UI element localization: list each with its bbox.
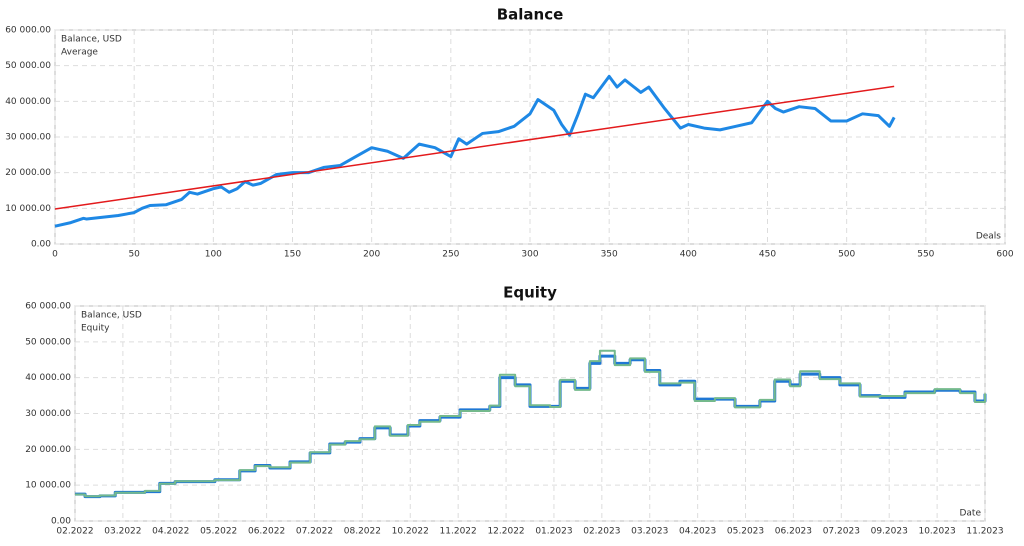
- x-tick-label: 05.2023: [727, 527, 764, 537]
- x-tick-label: 12.2022: [487, 527, 524, 537]
- y-tick-label: 40 000.00: [25, 373, 71, 383]
- x-tick-label: 50: [128, 250, 140, 260]
- x-tick-label: 400: [680, 250, 697, 260]
- legend-entry: Average: [61, 48, 98, 58]
- x-tick-label: 600: [996, 250, 1013, 260]
- x-tick-label: 06.2022: [248, 527, 285, 537]
- x-tick-label: 05.2022: [200, 527, 237, 537]
- series-line: [54, 74, 896, 228]
- x-tick-label: 10.2023: [918, 527, 955, 537]
- legend-entry: Balance, USD: [61, 35, 122, 45]
- x-tick-label: 11.2022: [440, 527, 477, 537]
- x-axis-label: Deals: [976, 232, 1001, 242]
- y-tick-label: 30 000.00: [25, 409, 71, 419]
- x-tick-label: 250: [442, 250, 459, 260]
- y-tick-label: 60 000.00: [5, 26, 51, 36]
- x-tick-label: 100: [205, 250, 222, 260]
- y-tick-label: 10 000.00: [5, 204, 51, 214]
- series-line: [75, 349, 986, 498]
- x-tick-label: 02.2023: [583, 527, 620, 537]
- x-tick-label: 06.2023: [775, 527, 812, 537]
- legend-entry: Equity: [81, 324, 110, 334]
- x-tick-label: 300: [521, 250, 538, 260]
- y-tick-label: 10 000.00: [25, 481, 71, 491]
- x-tick-label: 01.2023: [535, 527, 572, 537]
- x-tick-label: 07.2022: [296, 527, 333, 537]
- y-tick-label: 50 000.00: [5, 61, 51, 71]
- x-tick-label: 04.2023: [679, 527, 716, 537]
- y-tick-label: 20 000.00: [25, 445, 71, 455]
- x-tick-label: 0: [52, 250, 58, 260]
- y-tick-label: 20 000.00: [5, 168, 51, 178]
- x-tick-label: 08.2022: [344, 527, 381, 537]
- x-tick-label: 350: [601, 250, 618, 260]
- x-tick-label: 10.2022: [392, 527, 429, 537]
- x-tick-label: 03.2022: [104, 527, 141, 537]
- x-tick-label: 500: [838, 250, 855, 260]
- y-tick-label: 60 000.00: [25, 302, 71, 312]
- x-tick-label: 200: [363, 250, 380, 260]
- plot-frame: [54, 29, 1006, 245]
- legend-entry: Balance, USD: [81, 311, 142, 321]
- x-tick-label: 02.2022: [56, 527, 93, 537]
- chart-title: Equity: [503, 284, 557, 302]
- x-tick-label: 09.2023: [871, 527, 908, 537]
- x-tick-label: 03.2023: [631, 527, 668, 537]
- x-axis-label: Date: [959, 509, 981, 519]
- x-tick-label: 04.2022: [152, 527, 189, 537]
- chart-title: Balance: [497, 6, 564, 24]
- y-tick-label: 50 000.00: [25, 337, 71, 347]
- x-tick-label: 07.2023: [823, 527, 860, 537]
- x-tick-label: 11.2023: [966, 527, 1003, 537]
- series-line: [54, 85, 895, 210]
- x-tick-label: 150: [284, 250, 301, 260]
- y-tick-label: 0.00: [51, 517, 71, 527]
- y-tick-label: 40 000.00: [5, 97, 51, 107]
- y-tick-label: 0.00: [31, 240, 51, 250]
- x-tick-label: 550: [917, 250, 934, 260]
- x-tick-label: 450: [759, 250, 776, 260]
- y-tick-label: 30 000.00: [5, 133, 51, 143]
